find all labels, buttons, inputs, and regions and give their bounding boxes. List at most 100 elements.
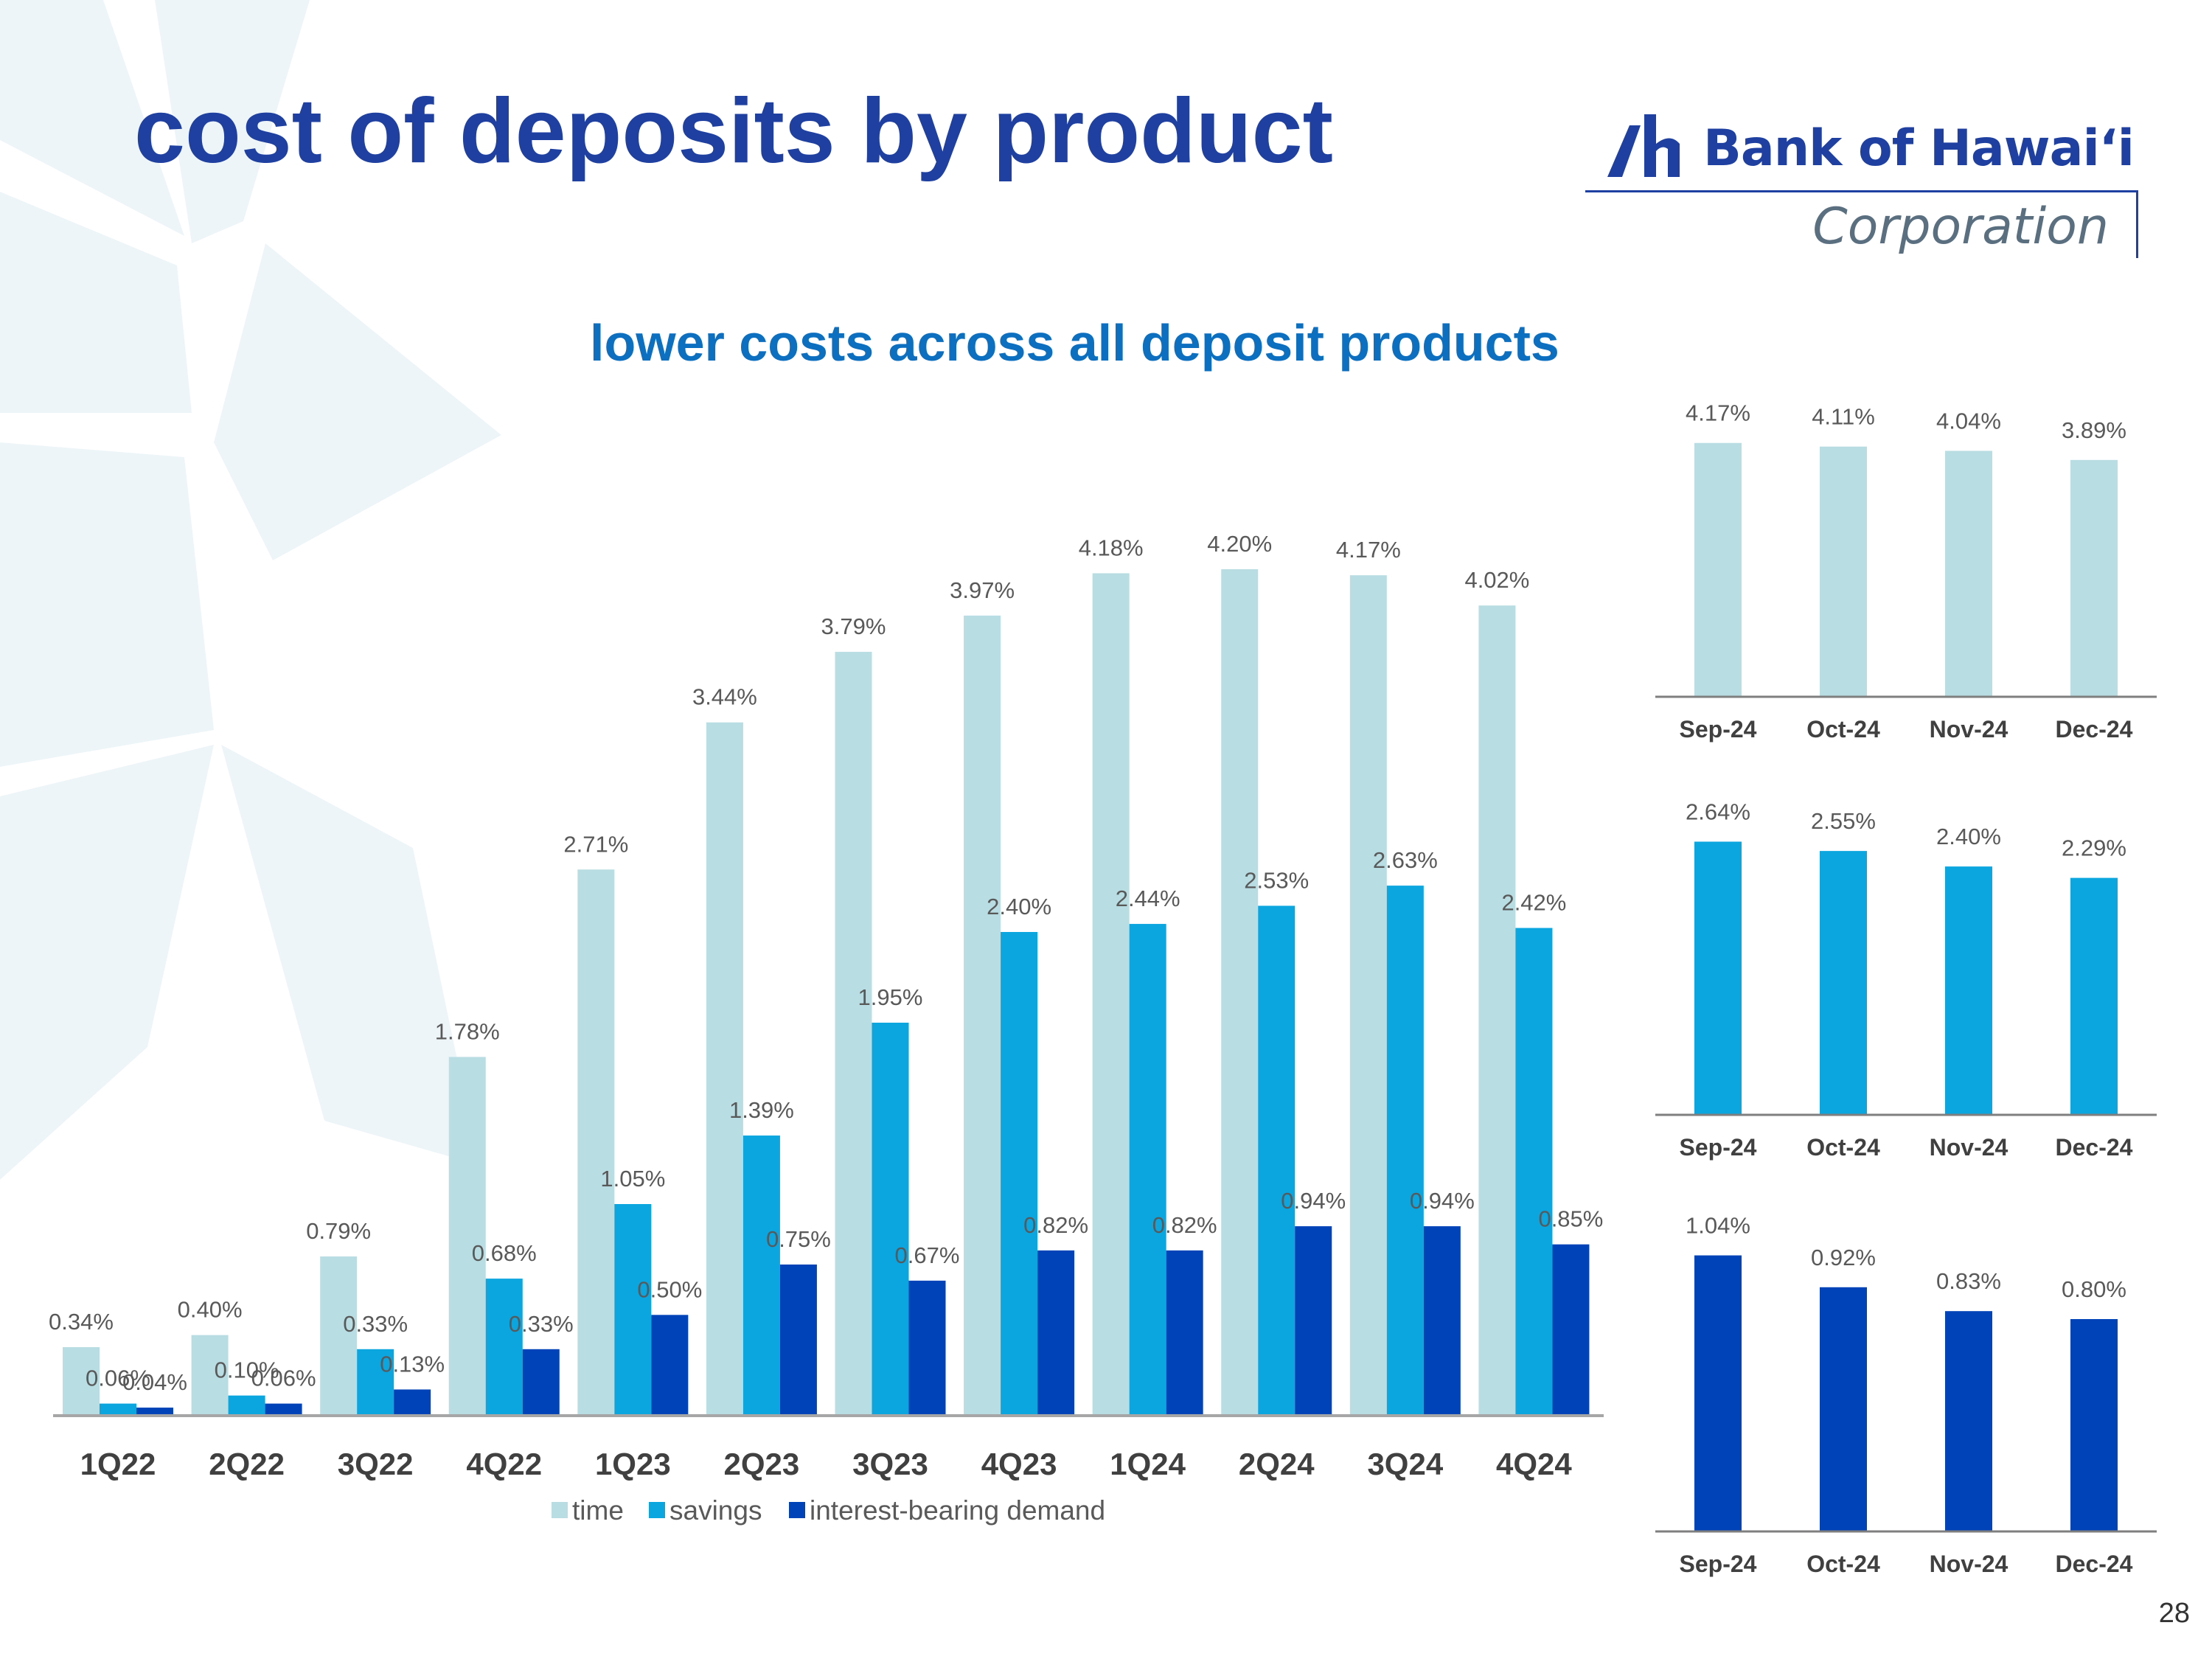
- bar-time-3Q22: [320, 1256, 358, 1416]
- bar-savings-3Q23: [872, 1023, 909, 1416]
- bar-time-4Q22: [448, 1057, 486, 1416]
- bar-interest-bearing-demand-2Q23: [779, 1265, 817, 1416]
- x-tick-label: 1Q24: [1110, 1447, 1186, 1481]
- x-tick-label: 4Q23: [981, 1447, 1057, 1481]
- bar-savings-3Q24: [1386, 886, 1424, 1416]
- legend-swatch-savings: [649, 1502, 665, 1518]
- x-tick-label: 2Q23: [724, 1447, 800, 1481]
- x-tick-label: 4Q24: [1496, 1447, 1572, 1481]
- data-label: 0.06%: [251, 1366, 316, 1391]
- bar-savings-1Q23: [614, 1204, 652, 1416]
- legend-label: savings: [669, 1495, 762, 1526]
- data-label: 2.53%: [1244, 867, 1309, 893]
- data-label: 0.67%: [895, 1242, 960, 1268]
- bar-time-3Q23: [835, 652, 872, 1416]
- data-label: 1.05%: [600, 1166, 665, 1192]
- bar-time-3Q24: [1349, 575, 1387, 1416]
- data-label: 0.79%: [306, 1218, 371, 1244]
- bar-interest-bearing-demand-2Q24: [1295, 1226, 1332, 1416]
- bar-savings-2Q22: [228, 1395, 265, 1416]
- data-label: 4.17%: [1336, 537, 1401, 563]
- bar-interest-bearing-demand-2Q22: [265, 1403, 302, 1416]
- logo-rule-vertical: [2136, 190, 2138, 258]
- bar-interest-bearing-demand-3Q23: [908, 1280, 946, 1416]
- bank-logo-corporation: Corporation: [1812, 198, 2109, 256]
- bar-savings-3Q22: [357, 1349, 394, 1416]
- data-label: 0.34%: [49, 1309, 114, 1335]
- x-tick-label: 2Q22: [209, 1447, 285, 1481]
- legend-swatch-time: [552, 1502, 568, 1518]
- bar-savings-4Q23: [1001, 932, 1038, 1416]
- data-label: 2.63%: [1373, 847, 1438, 873]
- x-tick-label: 3Q22: [338, 1447, 414, 1481]
- x-tick-label: 3Q23: [852, 1447, 928, 1481]
- data-label: 0.94%: [1410, 1188, 1475, 1214]
- x-tick-label: 4Q22: [466, 1447, 542, 1481]
- data-label: 2.40%: [987, 894, 1051, 919]
- data-label: 0.82%: [1152, 1212, 1217, 1238]
- bar-interest-bearing-demand-1Q23: [651, 1315, 689, 1416]
- data-label: 4.20%: [1207, 531, 1272, 557]
- data-label: 1.78%: [435, 1018, 500, 1044]
- data-label: 4.02%: [1464, 567, 1529, 593]
- data-label: 0.50%: [637, 1276, 702, 1302]
- data-label: 2.44%: [1116, 886, 1180, 911]
- data-label: 0.85%: [1538, 1206, 1603, 1232]
- legend-label: time: [572, 1495, 624, 1526]
- bar-interest-bearing-demand-3Q22: [394, 1389, 431, 1416]
- bank-logo-mark-icon: [1607, 114, 1680, 177]
- bar-interest-bearing-demand-1Q24: [1166, 1250, 1203, 1416]
- bar-time-4Q24: [1478, 605, 1516, 1416]
- bar-time-2Q22: [191, 1335, 229, 1416]
- slide-subtitle: lower costs across all deposit products: [590, 314, 1559, 372]
- data-label: 3.44%: [692, 684, 757, 710]
- data-label: 3.79%: [821, 613, 886, 639]
- slide-title: cost of deposits by product: [134, 80, 1333, 182]
- bar-interest-bearing-demand-4Q22: [522, 1349, 560, 1416]
- legend-label: interest-bearing demand: [810, 1495, 1105, 1526]
- bar-interest-bearing-demand-4Q23: [1037, 1250, 1075, 1416]
- bank-logo-name: Bank of Hawaiʻi: [1703, 119, 2135, 178]
- bar-time-2Q24: [1221, 569, 1259, 1416]
- bar-savings-2Q23: [742, 1135, 780, 1416]
- x-tick-label: 2Q24: [1239, 1447, 1315, 1481]
- bar-interest-bearing-demand-3Q24: [1423, 1226, 1461, 1416]
- data-label: 0.33%: [509, 1311, 574, 1337]
- data-label: 0.68%: [472, 1240, 537, 1266]
- bar-time-4Q23: [964, 615, 1001, 1416]
- logo-rule: [1585, 190, 2138, 192]
- quarterly-cost-chart: 0.34% 0.40% 0.79% 1.78% 2.71% 3.44% 3.79% 3.97%…: [49, 531, 1604, 1526]
- data-label: 0.94%: [1281, 1188, 1346, 1214]
- data-label: 0.75%: [766, 1226, 831, 1252]
- data-label: 0.82%: [1023, 1212, 1088, 1238]
- bar-savings-4Q22: [485, 1279, 523, 1416]
- data-label: 2.71%: [563, 831, 628, 857]
- x-tick-label: 3Q24: [1367, 1447, 1443, 1481]
- data-label: 0.06%: [86, 1366, 150, 1391]
- data-label: 2.42%: [1501, 890, 1566, 916]
- data-label: 1.95%: [858, 984, 923, 1010]
- bar-savings-1Q24: [1129, 924, 1166, 1416]
- data-label: 0.04%: [122, 1369, 187, 1395]
- bar-time-1Q23: [577, 869, 615, 1416]
- x-tick-label: 1Q22: [80, 1447, 156, 1481]
- data-label: 0.40%: [178, 1297, 243, 1323]
- bar-interest-bearing-demand-1Q22: [136, 1408, 173, 1416]
- bank-logo: Bank of Hawaiʻi Corporation: [1578, 103, 2138, 265]
- x-tick-label: 1Q23: [595, 1447, 671, 1481]
- data-label: 0.13%: [380, 1351, 445, 1377]
- bar-time-2Q23: [706, 722, 743, 1416]
- legend-swatch-interest-bearing-demand: [789, 1502, 805, 1518]
- bar-savings-1Q22: [100, 1403, 136, 1416]
- data-label: 1.39%: [729, 1097, 794, 1123]
- bar-time-1Q24: [1092, 573, 1130, 1416]
- page-number: 28: [2158, 1598, 2190, 1629]
- data-label: 3.97%: [950, 577, 1015, 603]
- data-label: 0.33%: [343, 1311, 408, 1337]
- bar-savings-4Q24: [1515, 928, 1553, 1416]
- bar-time-1Q22: [63, 1347, 100, 1416]
- data-label: 4.18%: [1079, 535, 1144, 560]
- bar-savings-2Q24: [1258, 905, 1295, 1416]
- bar-interest-bearing-demand-4Q24: [1552, 1244, 1590, 1416]
